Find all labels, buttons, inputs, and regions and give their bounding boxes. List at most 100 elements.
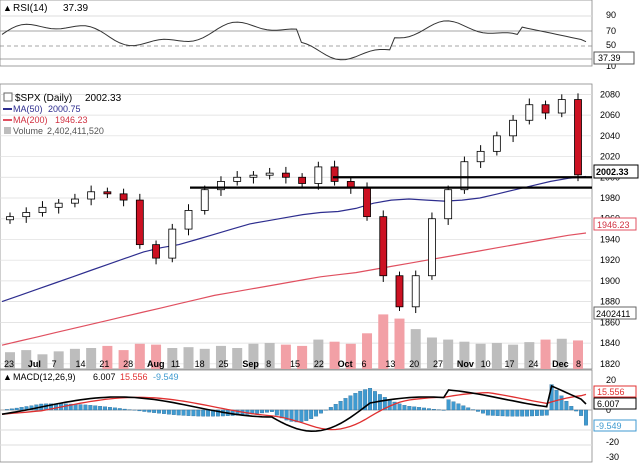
x-axis-label: 10 (481, 359, 491, 369)
macd-histogram-bar (348, 395, 353, 411)
price-legend: $SPX (Daily) 2002.33 MA(50) 2000.75 MA(2… (3, 92, 122, 136)
candle-body (509, 119, 517, 137)
volume-bar (297, 345, 308, 369)
x-axis-label: Jul (28, 359, 41, 369)
volume-bar (345, 343, 356, 369)
price-tick-label: 1860 (600, 317, 620, 327)
macd-histogram-bar (539, 409, 544, 416)
macd-histogram-bar (564, 401, 569, 411)
macd-histogram-bar (353, 393, 358, 411)
macd-histogram-bar (68, 403, 73, 411)
candle-body (54, 202, 63, 208)
macd-histogram-bar (309, 409, 314, 419)
macd-histogram-bar (186, 409, 191, 416)
x-axis-label: 23 (4, 359, 14, 369)
macd-histogram-bar (451, 401, 456, 411)
volume-bars (5, 314, 583, 369)
macd-line (1, 384, 587, 433)
ma50-line (1, 175, 587, 303)
candlestick (444, 185, 453, 225)
candle-body (233, 176, 242, 182)
macd-histogram-bar (534, 409, 539, 416)
candle-body (87, 191, 96, 200)
volume-bar (69, 348, 80, 369)
macd-histogram-bar (392, 401, 397, 411)
x-axis-label: 25 (219, 359, 229, 369)
macd-histogram-bar (63, 403, 68, 411)
x-axis-label: 24 (528, 359, 538, 369)
macd-histogram-bar (574, 409, 579, 412)
volume-bar (540, 339, 551, 369)
price-icon (3, 92, 13, 102)
candlestick (395, 271, 404, 311)
candle-body (184, 210, 193, 230)
candlestick (314, 161, 323, 190)
macd-histogram-bar (549, 384, 554, 411)
macd-signal-value: 15.556 (120, 372, 148, 382)
candle-body (6, 216, 14, 221)
rsi-value-badge-box (593, 51, 635, 65)
rsi-tick-50: 50 (606, 40, 616, 50)
macd-histogram-bar (480, 409, 485, 414)
volume-bar (524, 342, 535, 369)
macd-histogram-bar (289, 409, 294, 422)
candlestick (525, 98, 534, 125)
macd-histogram-bar (269, 409, 274, 412)
macd-histogram-bar (161, 409, 166, 414)
macd-histogram-bar (314, 409, 319, 417)
macd-histogram-bar (260, 409, 265, 414)
rsi-panel: 90 70 50 10 37.39 ▲ RSI(14) 37.39 (0, 0, 635, 71)
volume-bar (232, 348, 243, 369)
price-tick-label: 1920 (600, 255, 620, 265)
macd-histogram-bar (373, 391, 377, 411)
macd-histogram-bar (14, 407, 19, 411)
candlestick (152, 240, 160, 265)
price-tick-label: 2080 (600, 89, 620, 99)
macd-tick-neg30: -30 (606, 452, 619, 462)
symbol-label: $SPX (Daily) (15, 93, 72, 104)
candle-body (298, 176, 307, 184)
volume-value: 2,402,411,520 (47, 126, 104, 136)
macd-histogram-bar (88, 405, 93, 411)
ma50-value: 2000.75 (48, 104, 81, 114)
rsi-tick-90: 90 (606, 10, 616, 20)
x-axis-label: 27 (433, 359, 443, 369)
macd-histogram-bar (181, 409, 186, 416)
candlestick (574, 93, 582, 182)
macd-histogram-bar (191, 409, 196, 417)
candle-body (574, 99, 582, 176)
candlestick (184, 204, 193, 236)
candle-body (22, 212, 31, 218)
x-axis-label: 17 (505, 359, 515, 369)
candle-body (476, 150, 485, 163)
x-axis-label: 13 (385, 359, 395, 369)
volume-bar (37, 354, 48, 369)
macd-histogram-bar (333, 404, 338, 411)
volume-bar (264, 342, 275, 369)
macd-histogram-bar (294, 409, 299, 423)
volume-bar (362, 333, 373, 369)
macd-histogram-bar (515, 409, 520, 417)
macd-histogram-bar (137, 409, 142, 412)
candlestick (38, 201, 47, 217)
candlestick (200, 185, 209, 215)
macd-histogram-bar (78, 404, 83, 411)
candlestick (135, 193, 144, 249)
macd-histogram-bar (112, 407, 117, 411)
x-axis-label: Dec (552, 359, 569, 369)
candle-body (200, 189, 209, 211)
macd-histogram-bar (93, 405, 98, 411)
macd-histogram-bar (530, 409, 534, 417)
macd-value-badge-box (593, 397, 637, 410)
macd-histogram-bar (304, 409, 309, 421)
price-tick-label: 1900 (600, 276, 620, 286)
last-price-badge: 2002.33 (596, 167, 629, 177)
macd-histogram-bar (368, 388, 373, 411)
candle-body (444, 189, 453, 220)
candle-body (525, 104, 534, 121)
price-tick-label: 2060 (600, 110, 620, 120)
ma200-value: 1946.23 (55, 115, 88, 125)
macd-histogram-bar (584, 409, 588, 426)
macd-histogram-bar (117, 408, 122, 411)
candle-body (428, 218, 436, 277)
